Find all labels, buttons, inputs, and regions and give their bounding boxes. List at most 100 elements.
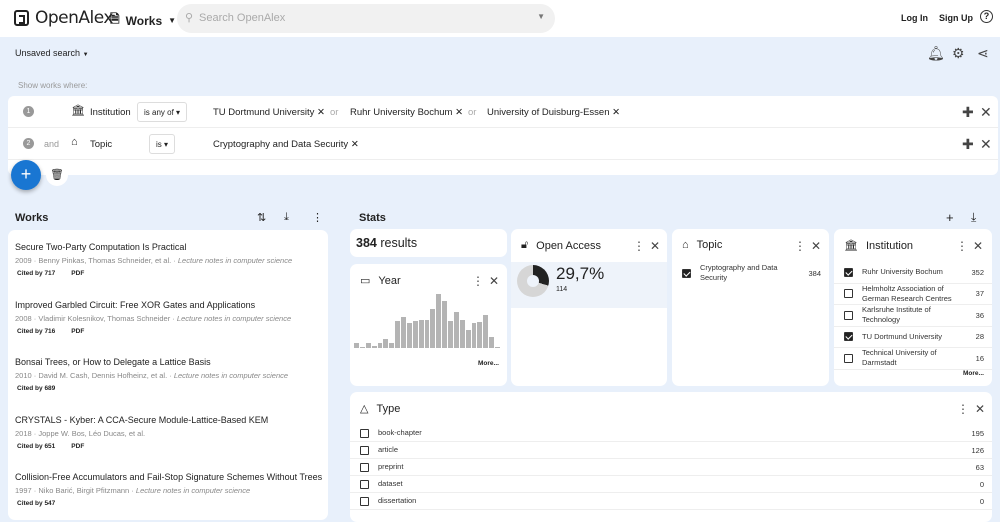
entity-selector[interactable]: 🗎 Works ▼ [110, 10, 176, 31]
bell-icon[interactable]: 🔔︎ [927, 45, 945, 61]
checkbox[interactable] [844, 310, 853, 320]
histogram-bar[interactable] [453, 312, 459, 348]
work-title[interactable]: Secure Two-Party Computation Is Practica… [15, 242, 187, 252]
histogram-bar[interactable] [371, 345, 377, 348]
add-filter-button[interactable]: + [11, 160, 41, 190]
facet-row[interactable]: Technical University of Darmstadt 16 [834, 348, 992, 370]
histogram-bar[interactable] [424, 319, 430, 348]
work-item[interactable]: Improved Garbled Circuit: Free XOR Gates… [15, 300, 291, 335]
close-icon[interactable]: ✕ [975, 402, 986, 416]
histogram-bar[interactable] [471, 323, 477, 348]
gear-icon[interactable]: ⚙ [952, 45, 965, 61]
histogram-bar[interactable] [418, 319, 424, 348]
histogram-bar[interactable] [442, 301, 448, 348]
facet-row[interactable]: Ruhr University Bochum 352 [834, 262, 992, 284]
sort-icon[interactable]: ⇅ [257, 212, 267, 224]
search-input[interactable]: ⚲ Search OpenAlex ▼ [177, 4, 555, 33]
facet-row[interactable]: Helmholtz Association of German Research… [834, 284, 992, 305]
close-icon[interactable]: ✕ [980, 104, 992, 120]
histogram-bar[interactable] [406, 323, 412, 348]
more-vert-icon[interactable]: ⋮ [633, 239, 645, 253]
share-icon[interactable]: ⋖ [977, 45, 989, 61]
facet-row[interactable]: Karlsruhe Institute of Technology 36 [834, 305, 992, 327]
cited-by-badge[interactable]: Cited by 717 [17, 270, 56, 277]
download-icon[interactable]: ⤓ [971, 210, 977, 224]
checkbox[interactable] [844, 332, 853, 342]
more-vert-icon[interactable]: ⋮ [957, 402, 969, 416]
histogram-bar[interactable] [359, 346, 365, 348]
close-icon[interactable]: ✕ [980, 136, 992, 152]
more-vert-icon[interactable]: ⋮ [956, 239, 968, 253]
cited-by-badge[interactable]: Cited by 716 [17, 327, 56, 335]
close-icon[interactable]: ✕ [489, 274, 500, 288]
more-vert-icon[interactable]: ⋮ [794, 239, 806, 253]
help-icon[interactable]: ? [980, 10, 993, 23]
operator-select[interactable]: is ▾ [149, 134, 176, 154]
facet-row[interactable]: Cryptography and Data Security 384 [672, 262, 829, 284]
checkbox[interactable] [360, 462, 369, 472]
checkbox[interactable] [844, 353, 853, 363]
more-link[interactable]: More... [478, 360, 499, 367]
facet-row[interactable]: dataset 0 [350, 476, 992, 493]
signup-button[interactable]: Sign Up [939, 13, 973, 23]
pdf-link[interactable]: PDF [71, 442, 85, 450]
remove-icon[interactable]: ✕ [455, 107, 464, 118]
facet-row[interactable]: TU Dortmund University 28 [834, 327, 992, 348]
histogram-bar[interactable] [477, 322, 483, 348]
trash-icon[interactable]: 🗑︎ [46, 164, 68, 186]
checkbox[interactable] [360, 496, 369, 506]
add-icon[interactable]: ✚ [962, 136, 974, 152]
histogram-bar[interactable] [401, 317, 406, 348]
remove-icon[interactable]: ✕ [317, 107, 325, 118]
pdf-link[interactable]: PDF [71, 270, 85, 277]
more-vert-icon[interactable]: ⋮ [472, 274, 484, 288]
histogram-bar[interactable] [383, 339, 389, 348]
histogram-bar[interactable] [436, 294, 442, 348]
work-title[interactable]: CRYSTALS - Kyber: A CCA-Secure Module-La… [15, 414, 269, 425]
close-icon[interactable]: ✕ [973, 239, 984, 253]
add-icon[interactable]: ✚ [962, 104, 974, 120]
checkbox[interactable] [360, 428, 369, 438]
work-title[interactable]: Improved Garbled Circuit: Free XOR Gates… [15, 299, 256, 310]
work-title[interactable]: Collision-Free Accumulators and Fail-Sto… [15, 472, 323, 482]
histogram-bar[interactable] [430, 308, 436, 348]
work-item[interactable]: CRYSTALS - Kyber: A CCA-Secure Module-La… [15, 415, 268, 450]
histogram-bar[interactable] [459, 319, 465, 348]
checkbox[interactable] [360, 445, 369, 455]
histogram-bar[interactable] [365, 343, 371, 348]
facet-row[interactable]: book-chapter 195 [350, 425, 992, 442]
checkbox[interactable] [682, 268, 691, 278]
unsaved-search-menu[interactable]: Unsaved search ▼ [15, 48, 89, 58]
checkbox[interactable] [360, 479, 369, 489]
remove-icon[interactable]: ✕ [350, 139, 359, 150]
histogram-bar[interactable] [465, 329, 471, 348]
checkbox[interactable] [844, 267, 853, 277]
cited-by-badge[interactable]: Cited by 547 [17, 500, 56, 507]
histogram-bar[interactable] [354, 343, 359, 348]
work-title[interactable]: Bonsai Trees, or How to Delegate a Latti… [15, 357, 211, 367]
more-vert-icon[interactable]: ⋮ [312, 212, 323, 224]
logo[interactable]: OpenAlex [14, 8, 113, 28]
checkbox[interactable] [844, 289, 853, 299]
histogram-bar[interactable] [489, 336, 495, 348]
histogram-bar[interactable] [483, 314, 489, 348]
cited-by-badge[interactable]: Cited by 651 [17, 442, 56, 450]
work-item[interactable]: Bonsai Trees, or How to Delegate a Latti… [15, 357, 288, 392]
oa-summary[interactable]: 29,7% 114 [511, 262, 667, 308]
add-icon[interactable]: + [946, 210, 954, 225]
histogram-bar[interactable] [495, 346, 500, 348]
caret-down-icon[interactable]: ▼ [537, 12, 545, 21]
facet-row[interactable]: preprint 63 [350, 459, 992, 476]
remove-icon[interactable]: ✕ [612, 107, 621, 118]
histogram-bar[interactable] [395, 321, 401, 348]
work-item[interactable]: Secure Two-Party Computation Is Practica… [15, 242, 292, 277]
facet-row[interactable]: article 126 [350, 442, 992, 459]
histogram-bar[interactable] [448, 321, 453, 348]
close-icon[interactable]: ✕ [650, 239, 661, 253]
work-item[interactable]: Collision-Free Accumulators and Fail-Sto… [15, 472, 322, 507]
cited-by-badge[interactable]: Cited by 689 [17, 385, 56, 392]
histogram-bar[interactable] [412, 321, 418, 348]
operator-select[interactable]: is any of ▾ [137, 102, 188, 122]
more-link[interactable]: More... [963, 370, 984, 377]
pdf-link[interactable]: PDF [71, 327, 85, 335]
